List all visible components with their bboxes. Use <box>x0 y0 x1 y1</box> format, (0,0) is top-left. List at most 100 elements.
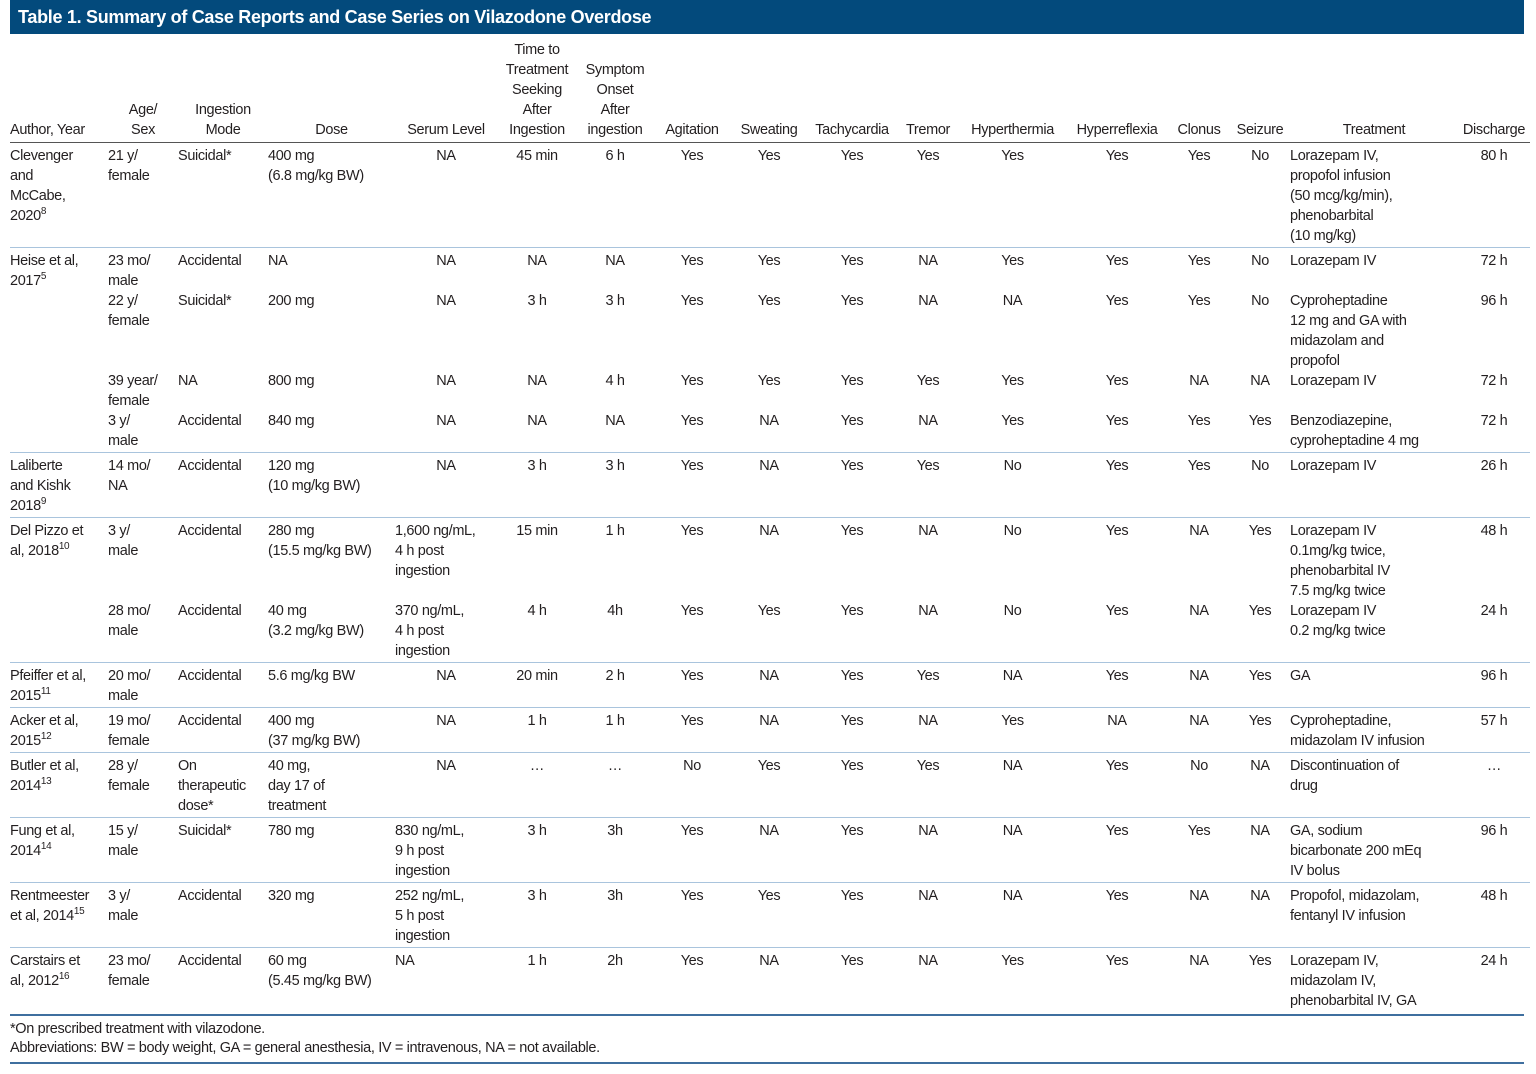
cell-tachycardia: Yes <box>840 293 864 309</box>
table-row: 39 year/ female NA 800 mg NA NA 4 h Yes Yes Yes Y… <box>10 371 1530 411</box>
reference-number: 8 <box>40 206 47 218</box>
col-header-tremor: Tremor <box>897 40 959 143</box>
cell-symptom-onset: 4 h <box>605 373 625 389</box>
cell-hyperreflexia: Yes <box>1105 148 1129 164</box>
cell-tremor: NA <box>918 713 938 729</box>
cell-treatment: Cyproheptadine 12 mg and GA with midazol… <box>1290 293 1407 369</box>
cell-seizure: NA <box>1250 373 1270 389</box>
cell-clonus: Yes <box>1187 458 1211 474</box>
table-row: Rentmeester et al, 201415 3 y/ male Accide… <box>10 883 1530 948</box>
col-header-tachycardia: Tachycardia <box>807 40 897 143</box>
reference-number: 16 <box>58 971 70 983</box>
cell-tachycardia: Yes <box>840 823 864 839</box>
author-name: Butler et al, 2014 <box>10 758 79 794</box>
cell-time-to-treatment: 20 min <box>516 668 558 684</box>
cell-dose: 40 mg, day 17 of treatment <box>268 758 327 814</box>
cell-tachycardia: Yes <box>840 713 864 729</box>
cell-hyperreflexia: Yes <box>1105 458 1129 474</box>
cell-agitation: Yes <box>680 458 704 474</box>
cell-dose: 200 mg <box>268 293 315 309</box>
table-row: 28 mo/ male Accidental 40 mg (3.2 mg/kg BW… <box>10 601 1530 663</box>
cell-serum-level: 252 ng/mL, 5 h post ingestion <box>395 888 465 944</box>
cell-discharge: 48 h <box>1480 888 1508 904</box>
cell-clonus: NA <box>1189 603 1209 619</box>
cell-hyperreflexia: NA <box>1107 713 1127 729</box>
cell-symptom-onset: 2 h <box>605 668 625 684</box>
cell-hyperreflexia: Yes <box>1105 523 1129 539</box>
cell-agitation: Yes <box>680 293 704 309</box>
cell-agitation: Yes <box>680 953 704 969</box>
case-group: Fung et al, 201414 15 y/ male Suicidal* 780… <box>10 818 1530 883</box>
cell-symptom-onset: … <box>607 758 623 774</box>
asterisk-note: *On prescribed treatment with vilazodone… <box>10 1021 265 1037</box>
cell-agitation: Yes <box>680 523 704 539</box>
cell-discharge: 80 h <box>1480 148 1508 164</box>
cell-tachycardia: Yes <box>840 413 864 429</box>
cell-author: Butler et al, 201413 <box>10 753 108 818</box>
cell-serum-level: 1,600 ng/mL, 4 h post ingestion <box>395 523 476 579</box>
cell-hyperreflexia: Yes <box>1105 668 1129 684</box>
footer-rule-bottom <box>10 1062 1524 1064</box>
author-name: Acker et al, 2015 <box>10 713 79 749</box>
cell-ingestion-mode: NA <box>178 373 198 389</box>
cell-treatment: Benzodiazepine, cyproheptadine 4 mg <box>1290 413 1419 449</box>
cell-tremor: NA <box>918 603 938 619</box>
cell-tremor: NA <box>918 413 938 429</box>
cell-age-sex: 19 mo/ female <box>108 713 151 749</box>
cell-serum-level: NA <box>436 413 456 429</box>
cell-seizure: Yes <box>1248 603 1272 619</box>
cell-age-sex: 20 mo/ male <box>108 668 151 704</box>
cell-hyperreflexia: Yes <box>1105 293 1129 309</box>
cell-hyperthermia: Yes <box>1001 713 1024 729</box>
cell-symptom-onset: 3 h <box>605 293 625 309</box>
cell-sweating: Yes <box>757 373 781 389</box>
cell-author: Acker et al, 201512 <box>10 708 108 753</box>
cell-treatment: Cyproheptadine, midazolam IV infusion <box>1290 713 1425 749</box>
cell-treatment: Discontinuation of drug <box>1290 758 1399 794</box>
cell-tachycardia: Yes <box>840 523 864 539</box>
cell-seizure: No <box>1251 253 1269 269</box>
cell-tremor: NA <box>918 823 938 839</box>
cell-ingestion-mode: Accidental <box>178 888 242 904</box>
cell-clonus: NA <box>1189 523 1209 539</box>
table-row: Butler et al, 201413 28 y/ female On thera… <box>10 753 1530 818</box>
cell-tachycardia: Yes <box>840 668 864 684</box>
cell-symptom-onset: 3h <box>607 823 623 839</box>
cell-seizure: No <box>1251 148 1269 164</box>
cell-author <box>10 371 108 411</box>
cell-discharge: 72 h <box>1480 373 1508 389</box>
cell-sweating: NA <box>759 823 779 839</box>
cell-hyperthermia: NA <box>1002 668 1023 684</box>
col-header-discharge: Discharge <box>1458 40 1530 143</box>
cell-age-sex: 23 mo/ female <box>108 953 151 989</box>
cell-time-to-treatment: 3 h <box>527 888 547 904</box>
cell-ingestion-mode: Accidental <box>178 458 242 474</box>
reference-number: 15 <box>73 906 85 918</box>
cell-author <box>10 411 108 453</box>
cell-ingestion-mode: Suicidal* <box>178 148 232 164</box>
author-name: Carstairs et al, 2012 <box>10 953 80 989</box>
cell-tremor: NA <box>918 888 938 904</box>
cell-clonus: NA <box>1189 713 1209 729</box>
cell-ingestion-mode: Accidental <box>178 668 242 684</box>
cell-hyperthermia: NA <box>1002 758 1023 774</box>
cell-agitation: Yes <box>680 888 704 904</box>
cell-author: Fung et al, 201414 <box>10 818 108 883</box>
cell-seizure: No <box>1251 458 1269 474</box>
cell-symptom-onset: 2h <box>607 953 623 969</box>
cell-seizure: Yes <box>1248 953 1272 969</box>
cell-dose: 320 mg <box>268 888 315 904</box>
cell-tremor: NA <box>918 523 938 539</box>
cell-ingestion-mode: Accidental <box>178 953 242 969</box>
author-name: Fung et al, 2014 <box>10 823 75 859</box>
cell-symptom-onset: NA <box>605 253 625 269</box>
cell-hyperthermia: Yes <box>1001 373 1024 389</box>
case-group: Pfeiffer et al, 201511 20 mo/ male Acciden… <box>10 663 1530 708</box>
cell-time-to-treatment: 1 h <box>527 713 547 729</box>
cell-hyperreflexia: Yes <box>1105 373 1129 389</box>
author-name: Del Pizzo et al, 2018 <box>10 523 84 559</box>
cell-ingestion-mode: Accidental <box>178 253 242 269</box>
cell-treatment: Lorazepam IV <box>1290 373 1377 389</box>
abbreviations-note: Abbreviations: BW = body weight, GA = ge… <box>10 1040 600 1056</box>
cell-serum-level: NA <box>436 668 456 684</box>
